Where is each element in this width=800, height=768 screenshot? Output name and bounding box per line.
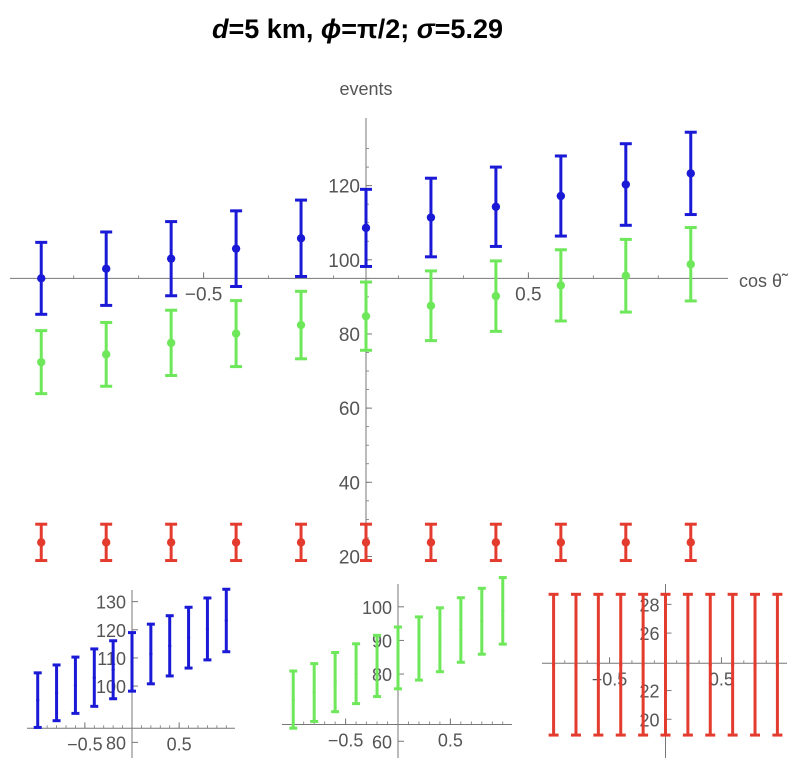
red-data-point xyxy=(686,538,695,547)
blue-data-point xyxy=(92,676,96,680)
blue-data-point xyxy=(130,660,134,664)
green-data-point xyxy=(361,311,371,321)
red-data-point xyxy=(551,663,556,667)
red-data-point xyxy=(231,538,241,547)
blue-data-point xyxy=(101,264,111,273)
blue-data-point xyxy=(73,683,78,687)
red-data-point xyxy=(753,663,757,667)
main-y-tick-label: 80 xyxy=(339,325,360,346)
title-phi-value: =π/2; xyxy=(341,14,417,44)
inset-blue-y-tick-label: 100 xyxy=(96,677,126,697)
main-y-tick-label: 100 xyxy=(328,251,360,272)
chart-title: d=5 km, ϕ=π/2; σ=5.29 xyxy=(0,14,715,45)
green-data-point xyxy=(291,697,295,702)
blue-data-point xyxy=(36,698,40,702)
red-data-point xyxy=(621,538,631,547)
inset-blue-y-tick-label: 120 xyxy=(96,621,126,641)
red-data-point xyxy=(556,538,566,547)
inset-green-x-tick-label: −0.5 xyxy=(328,730,364,750)
inset-red-x-tick-label: −0.5 xyxy=(592,669,628,689)
title-phi: ϕ xyxy=(320,14,342,44)
title-sigma-value: =5.29 xyxy=(434,14,503,44)
green-data-point xyxy=(501,609,505,613)
title-d: d xyxy=(212,14,229,44)
blue-data-point xyxy=(37,274,46,283)
green-data-point xyxy=(231,329,241,338)
green-data-point xyxy=(556,281,566,290)
inset-blue-x-tick-label: −0.5 xyxy=(67,734,103,754)
green-data-point xyxy=(296,320,306,330)
inset-red-x-tick-label: 0.5 xyxy=(709,669,734,689)
blue-data-point xyxy=(296,234,306,243)
red-data-point xyxy=(731,663,735,667)
blue-data-point xyxy=(54,691,59,695)
red-data-point xyxy=(296,538,306,547)
y-axis-label: events xyxy=(339,79,392,99)
red-data-point xyxy=(166,538,176,547)
title-sigma: σ xyxy=(416,14,435,44)
blue-data-point xyxy=(149,652,153,656)
title-d-value: =5 km, xyxy=(228,14,321,44)
green-data-point xyxy=(101,350,111,359)
main-x-tick-label: −0.5 xyxy=(185,284,223,305)
red-data-point xyxy=(775,663,780,667)
main-y-tick-label: 60 xyxy=(339,399,360,420)
blue-data-point xyxy=(426,213,436,222)
green-data-point xyxy=(396,656,400,660)
inset-green-x-tick-label: 0.5 xyxy=(438,730,463,750)
red-data-point xyxy=(641,663,645,667)
green-data-point xyxy=(480,619,484,623)
green-data-point xyxy=(621,271,631,280)
red-data-point xyxy=(426,538,436,547)
main-x-tick-label: 0.5 xyxy=(515,284,541,305)
blue-data-point xyxy=(186,636,191,640)
blue-data-point xyxy=(491,202,501,211)
red-data-point xyxy=(596,663,600,667)
blue-data-point xyxy=(621,180,631,189)
green-data-point xyxy=(491,291,501,301)
blue-data-point xyxy=(361,223,371,233)
red-data-point xyxy=(361,538,371,547)
red-data-point xyxy=(574,663,578,667)
green-data-point xyxy=(459,628,463,632)
green-data-point xyxy=(354,672,358,676)
blue-data-point xyxy=(111,668,115,672)
main-y-tick-label: 40 xyxy=(339,473,360,494)
red-data-point xyxy=(708,663,712,667)
green-data-point xyxy=(426,301,436,310)
green-data-point xyxy=(312,690,316,695)
inset-blue-x-tick-label: 0.5 xyxy=(167,734,192,754)
blue-data-point xyxy=(556,191,566,201)
blue-data-point xyxy=(205,627,210,631)
green-data-point xyxy=(375,664,379,668)
blue-data-point xyxy=(166,254,176,263)
x-axis-label: cos θ̃ xyxy=(739,271,789,291)
blue-data-point xyxy=(168,644,172,648)
red-data-point xyxy=(491,538,501,547)
inset-green-y-tick-label: 100 xyxy=(362,598,392,618)
blue-data-point xyxy=(231,244,241,253)
inset-blue-y-tick-label: 80 xyxy=(106,733,126,753)
inset-green-y-tick-label: 80 xyxy=(372,665,392,685)
main-y-tick-label: 20 xyxy=(339,547,360,568)
inset-blue-y-tick-label: 130 xyxy=(96,593,126,613)
green-data-point xyxy=(166,338,176,348)
blue-data-point xyxy=(224,618,228,623)
main-y-tick-label: 120 xyxy=(328,177,360,198)
green-data-point xyxy=(333,680,337,684)
red-data-point xyxy=(619,663,623,667)
green-data-point xyxy=(37,357,46,367)
blue-data-point xyxy=(686,169,695,178)
red-data-point xyxy=(37,538,46,547)
red-data-point xyxy=(101,538,111,547)
green-data-point xyxy=(438,638,442,642)
red-data-point xyxy=(686,663,690,667)
green-data-point xyxy=(417,646,421,651)
inset-green-y-tick-label: 60 xyxy=(372,732,392,752)
green-data-point xyxy=(686,260,695,269)
red-data-point xyxy=(663,663,668,667)
